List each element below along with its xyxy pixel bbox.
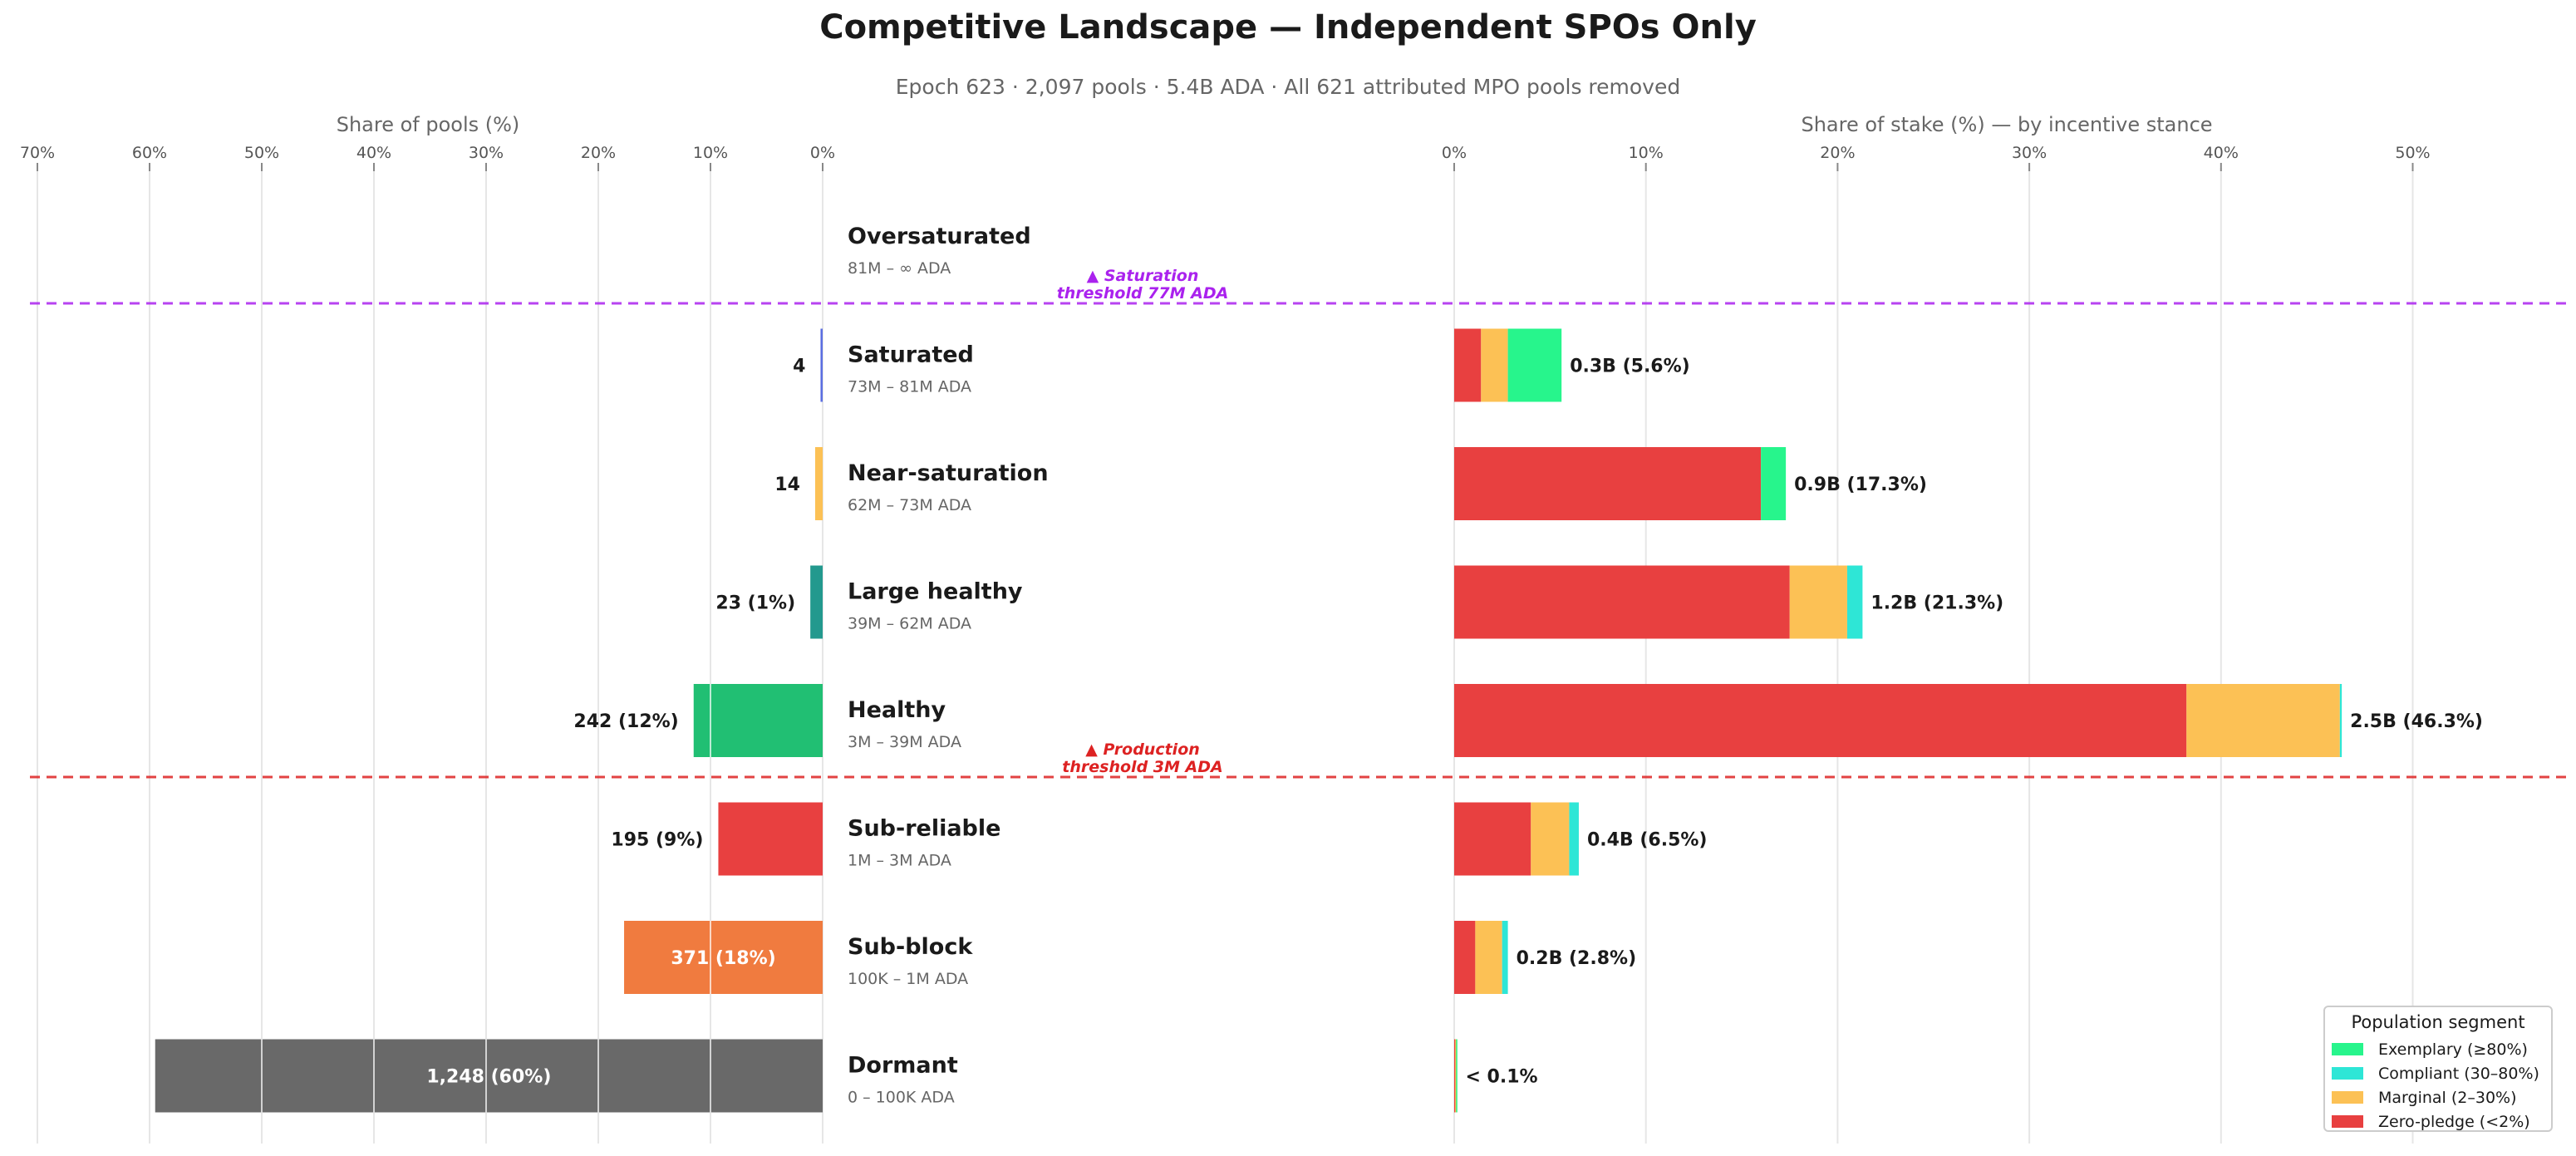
legend-item-compliant: Compliant (30–80%) [2325,1061,2551,1085]
chart-subtitle: Epoch 623 · 2,097 pools · 5.4B ADA · All… [895,75,1681,99]
stake-bar-segment [1569,802,1579,876]
left-tick-label: 70% [20,144,55,162]
stake-bar-segment [1454,565,1790,639]
tier-range: 73M – 81M ADA [848,378,971,396]
left-tick-label: 40% [356,144,391,162]
stake-value-label: < 0.1% [1465,1067,1537,1088]
legend-label: Marginal (2–30%) [2378,1088,2517,1107]
pool-share-bar [718,802,823,876]
legend: Population segment Exemplary (≥80%) Comp… [2323,1006,2553,1132]
stake-bar-segment [1481,328,1508,402]
tier-name: Saturated [848,342,974,368]
legend-swatch-exemplary [2332,1043,2363,1055]
stake-bar-segment [1475,921,1502,994]
legend-label: Exemplary (≥80%) [2378,1040,2528,1059]
right-panel-title: Share of stake (%) — by incentive stance [1801,113,2213,136]
tier-name: Large healthy [848,579,1023,605]
stake-bar-segment [1454,1039,1456,1113]
left-tick-label: 10% [693,144,728,162]
stake-bar-segment [1456,1039,1458,1113]
threshold-label: threshold 3M ADA [1062,758,1222,776]
left-tick-label: 30% [469,144,504,162]
pool-count-label: 4 [793,357,805,377]
chart-title: Competitive Landscape — Independent SPOs… [819,8,1757,47]
left-tick-label: 0% [810,144,835,162]
stake-value-label: 0.4B (6.5%) [1587,830,1708,851]
right-tick-label: 0% [1442,144,1467,162]
tier-range: 81M – ∞ ADA [848,259,951,278]
pool-count-label: 23 (1%) [715,593,795,614]
stake-value-label: 0.3B (5.6%) [1570,357,1690,377]
stake-bar-segment [1455,1039,1457,1113]
left-tick-label: 20% [581,144,616,162]
stake-bar-segment [1454,684,2187,757]
stake-value-label: 2.5B (46.3%) [2350,711,2483,732]
legend-item-marginal: Marginal (2–30%) [2325,1085,2551,1109]
left-tick-label: 50% [244,144,279,162]
tier-range: 39M – 62M ADA [848,615,971,633]
tier-range: 3M – 39M ADA [848,733,961,751]
right-tick-label: 20% [1820,144,1855,162]
tier-name: Near-saturation [848,460,1049,486]
pool-share-bar [814,447,823,520]
stake-bar-segment [1502,921,1508,994]
tier-name: Healthy [848,697,946,723]
threshold-label: ▲ Saturation [1087,267,1199,285]
stake-bar-segment [1846,565,1863,639]
pool-count-label: 242 (12%) [573,711,678,732]
threshold-label: ▲ Production [1085,740,1200,759]
right-tick-label: 50% [2395,144,2430,162]
pool-share-bar [155,1039,823,1113]
pool-count-label: 1,248 (60%) [426,1067,551,1088]
stake-bar-segment [1454,328,1482,402]
legend-item-zero-pledge: Zero-pledge (<2%) [2325,1109,2551,1134]
stake-bar-segment [1531,802,1570,876]
right-tick-label: 30% [2012,144,2047,162]
stake-bar-segment [1454,921,1476,994]
right-tick-label: 40% [2204,144,2239,162]
legend-label: Zero-pledge (<2%) [2378,1112,2530,1131]
threshold-label: threshold 77M ADA [1057,284,1229,303]
legend-title: Population segment [2351,1012,2525,1032]
stake-bar-segment [2186,684,2340,757]
legend-swatch-marginal [2332,1091,2363,1104]
stake-bar-segment [2339,684,2342,757]
left-tick-label: 60% [132,144,167,162]
tier-name: Dormant [848,1053,958,1079]
stake-value-label: 1.2B (21.3%) [1871,593,2003,614]
tier-range: 1M – 3M ADA [848,852,951,870]
legend-swatch-compliant [2332,1067,2363,1080]
pool-share-bar [624,921,823,994]
legend-label: Compliant (30–80%) [2378,1064,2539,1083]
legend-item-exemplary: Exemplary (≥80%) [2325,1037,2551,1061]
tier-name: Sub-block [848,934,973,960]
pool-count-label: 371 (18%) [671,948,775,969]
pool-share-bar [693,684,823,757]
stake-value-label: 0.9B (17.3%) [1794,475,1927,495]
pool-count-label: 195 (9%) [611,830,703,851]
stake-bar-segment [1507,328,1562,402]
tier-name: Sub-reliable [848,816,1000,842]
right-tick-label: 10% [1629,144,1664,162]
pool-share-bar [810,565,823,639]
pool-share-bar [820,328,823,402]
stake-bar-segment [1761,447,1787,520]
stake-bar-segment [1789,565,1847,639]
tier-name: Oversaturated [848,224,1031,249]
tier-range: 100K – 1M ADA [848,970,968,988]
tier-range: 62M – 73M ADA [848,496,971,514]
left-panel-title: Share of pools (%) [336,113,520,136]
tier-range: 0 – 100K ADA [848,1089,955,1107]
stake-bar-segment [1454,447,1762,520]
pool-count-label: 14 [774,475,800,495]
legend-swatch-zero-pledge [2332,1115,2363,1128]
stake-bar-segment [1454,802,1531,876]
stake-value-label: 0.2B (2.8%) [1517,948,1637,969]
